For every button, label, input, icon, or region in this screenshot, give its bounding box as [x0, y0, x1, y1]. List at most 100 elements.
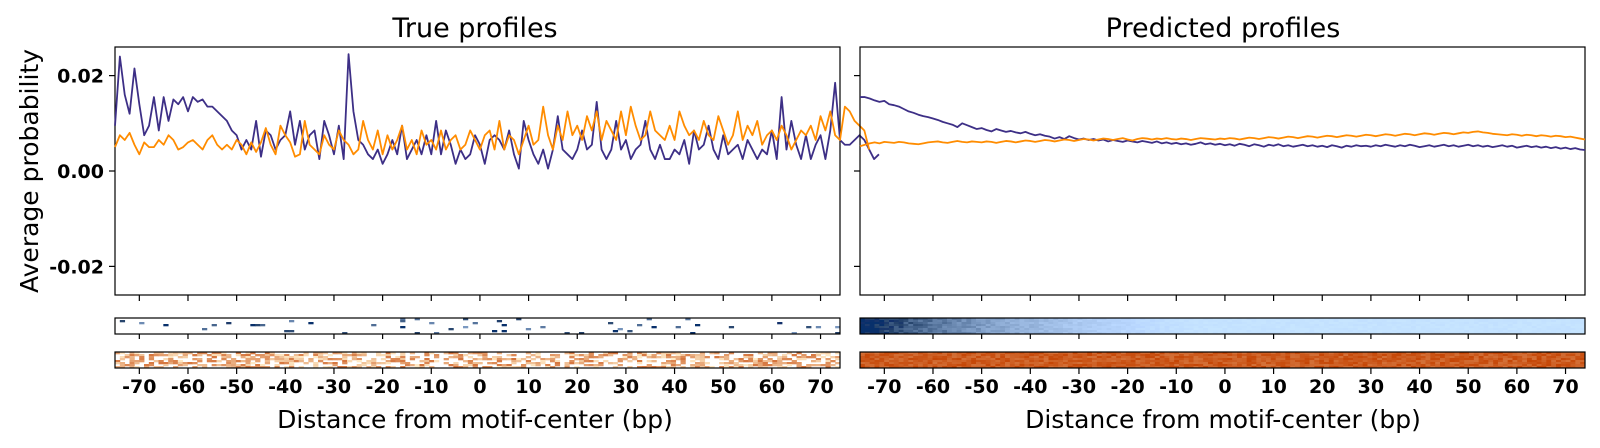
heatmap-cell — [371, 364, 377, 367]
heatmap-cell — [869, 330, 875, 333]
heatmap-cell — [1024, 326, 1030, 329]
heatmap-cell — [1014, 356, 1020, 359]
heatmap-cell — [1425, 360, 1431, 363]
heatmap-cell — [313, 352, 319, 355]
heatmap-cell — [351, 352, 358, 355]
heatmap-cell — [322, 362, 329, 365]
heatmap-cell — [922, 328, 929, 331]
heatmap-cell — [337, 366, 343, 369]
heatmap-cell — [1454, 354, 1460, 357]
heatmap-cell — [990, 358, 996, 361]
heatmap-cell — [1401, 332, 1407, 335]
heatmap-cell — [1256, 362, 1262, 365]
heatmap-cell — [1053, 324, 1059, 327]
heatmap-cell — [1570, 326, 1576, 329]
heatmap-cell — [1005, 356, 1011, 359]
heatmap-cell — [289, 358, 295, 361]
heatmap-cell — [1106, 330, 1112, 333]
heatmap-cell — [1174, 328, 1180, 331]
heatmap-cell — [564, 366, 570, 369]
heatmap-cell — [1483, 364, 1489, 367]
heatmap-cell — [1183, 326, 1190, 329]
heatmap-cell — [211, 356, 217, 359]
heatmap-cell — [1391, 328, 1397, 331]
heatmap-cell — [1280, 330, 1286, 333]
heatmap-cell — [1275, 324, 1281, 327]
heatmap-cell — [1527, 326, 1533, 329]
heatmap-cell — [245, 360, 251, 363]
heatmap-cell — [231, 366, 237, 369]
heatmap-cell — [1440, 366, 1446, 369]
heatmap-cell — [1415, 360, 1422, 363]
heatmap-cell — [1435, 332, 1441, 335]
heatmap-cell — [1034, 318, 1040, 321]
heatmap-cell — [1048, 322, 1054, 325]
heatmap-cell — [985, 328, 991, 331]
heatmap-cell — [1212, 324, 1219, 327]
heatmap-cell — [530, 358, 536, 361]
heatmap-cell — [1386, 328, 1393, 331]
heatmap-cell — [738, 364, 744, 367]
heatmap-cell — [762, 354, 768, 357]
heatmap-cell — [985, 362, 991, 365]
y-tick-label: -0.02 — [49, 256, 104, 278]
heatmap-cell — [1183, 322, 1190, 325]
heatmap-cell — [322, 356, 329, 359]
heatmap-cell — [187, 362, 193, 365]
heatmap-cell — [786, 358, 793, 361]
heatmap-cell — [1159, 332, 1165, 335]
heatmap-cell — [801, 356, 807, 359]
heatmap-cell — [1488, 362, 1494, 365]
heatmap-cell — [588, 364, 594, 367]
heatmap-cell — [1280, 320, 1286, 323]
heatmap-cell — [583, 360, 590, 363]
heatmap-cell — [898, 364, 904, 367]
heatmap-cell — [1328, 356, 1335, 359]
heatmap-cell — [927, 330, 933, 333]
heatmap-cell — [264, 356, 271, 359]
heatmap-cell — [1116, 358, 1122, 361]
heatmap-cell — [666, 356, 672, 359]
heatmap-cell — [927, 322, 933, 325]
heatmap-cell — [947, 326, 953, 329]
heatmap-cell — [971, 330, 977, 333]
heatmap-cell — [1415, 352, 1422, 355]
heatmap-cell — [1440, 324, 1446, 327]
heatmap-cell — [1019, 318, 1025, 321]
heatmap-cell — [467, 360, 474, 363]
heatmap-cell — [927, 332, 933, 335]
heatmap-cell — [1072, 320, 1078, 323]
heatmap-cell — [1087, 330, 1093, 333]
heatmap-cell — [1338, 354, 1344, 357]
heatmap-cell — [990, 324, 996, 327]
heatmap-cell — [1459, 362, 1465, 365]
heatmap-cell — [918, 322, 924, 325]
heatmap-cell — [825, 358, 831, 361]
heatmap-cell — [1464, 358, 1470, 361]
heatmap-cell — [1454, 352, 1460, 355]
heatmap-cell — [913, 332, 919, 335]
heatmap-cell — [1106, 332, 1112, 335]
heatmap-cell — [1449, 360, 1455, 363]
heatmap-cell — [922, 354, 929, 357]
heatmap-cell — [889, 364, 895, 367]
heatmap-cell — [903, 352, 909, 355]
heatmap-cell — [1541, 358, 1547, 361]
heatmap-cell — [1299, 366, 1306, 369]
heatmap-cell — [1488, 332, 1494, 335]
heatmap-cell — [908, 366, 914, 369]
heatmap-cell — [990, 364, 996, 367]
heatmap-cell — [927, 358, 933, 361]
plot-frame — [114, 46, 841, 296]
heatmap-cell — [250, 366, 256, 369]
heatmap-cell — [947, 358, 953, 361]
heatmap-cell — [1575, 358, 1581, 361]
heatmap-cell — [482, 356, 488, 359]
heatmap-cell — [825, 360, 831, 363]
heatmap-cell — [874, 322, 880, 325]
heatmap-cell — [1396, 360, 1402, 363]
heatmap-cell — [1005, 364, 1011, 367]
heatmap-cell — [1183, 352, 1190, 355]
heatmap-cell — [1208, 356, 1214, 359]
heatmap-cell — [1203, 326, 1209, 329]
